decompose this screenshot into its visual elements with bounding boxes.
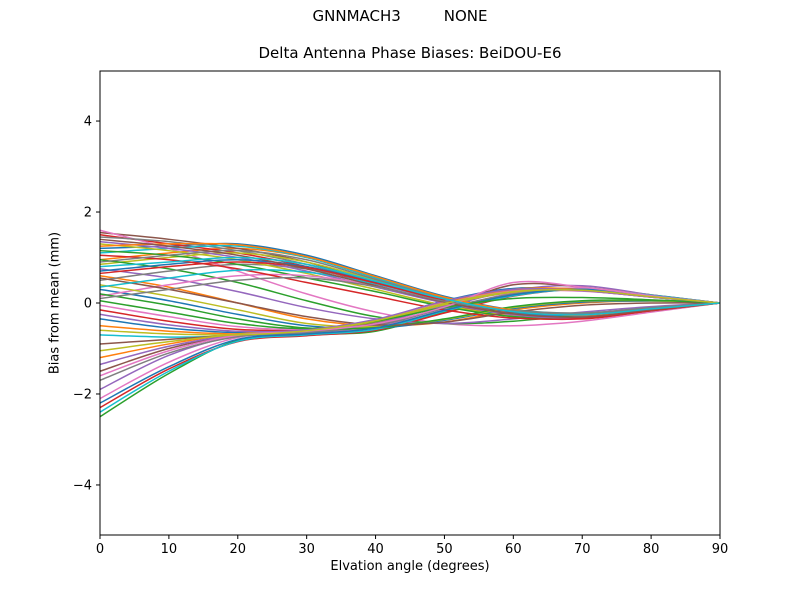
x-tick-label: 20 bbox=[230, 542, 247, 557]
y-tick-label: 4 bbox=[84, 115, 92, 130]
data-line bbox=[99, 277, 721, 326]
chart-title: Delta Antenna Phase Biases: BeiDOU-E6 bbox=[258, 44, 562, 62]
y-tick-label: −2 bbox=[73, 387, 92, 402]
x-tick-label: 30 bbox=[298, 542, 315, 557]
x-tick-label: 10 bbox=[161, 542, 178, 557]
x-axis-ticks: 0 10 20 30 40 50 60 70 80 90 bbox=[96, 535, 728, 557]
data-line bbox=[99, 288, 721, 409]
x-tick-label: 80 bbox=[643, 542, 660, 557]
x-axis-label: Elvation angle (degrees) bbox=[330, 559, 490, 574]
y-tick-label: −4 bbox=[73, 478, 92, 493]
x-tick-label: 70 bbox=[574, 542, 591, 557]
x-tick-label: 60 bbox=[505, 542, 522, 557]
data-line bbox=[99, 289, 721, 336]
figure-suptitle: GNNMACH3 NONE bbox=[312, 7, 488, 25]
y-tick-label: 2 bbox=[84, 206, 92, 221]
data-line bbox=[99, 280, 721, 377]
x-tick-label: 90 bbox=[712, 542, 729, 557]
plot-lines bbox=[99, 229, 721, 418]
x-tick-label: 0 bbox=[96, 542, 104, 557]
y-axis-ticks: −4 −2 0 2 4 bbox=[73, 115, 100, 493]
y-tick-label: 0 bbox=[84, 297, 92, 312]
data-line bbox=[99, 276, 721, 314]
data-line bbox=[99, 256, 721, 316]
data-line bbox=[99, 296, 721, 330]
x-tick-label: 50 bbox=[436, 542, 453, 557]
x-tick-label: 40 bbox=[367, 542, 384, 557]
